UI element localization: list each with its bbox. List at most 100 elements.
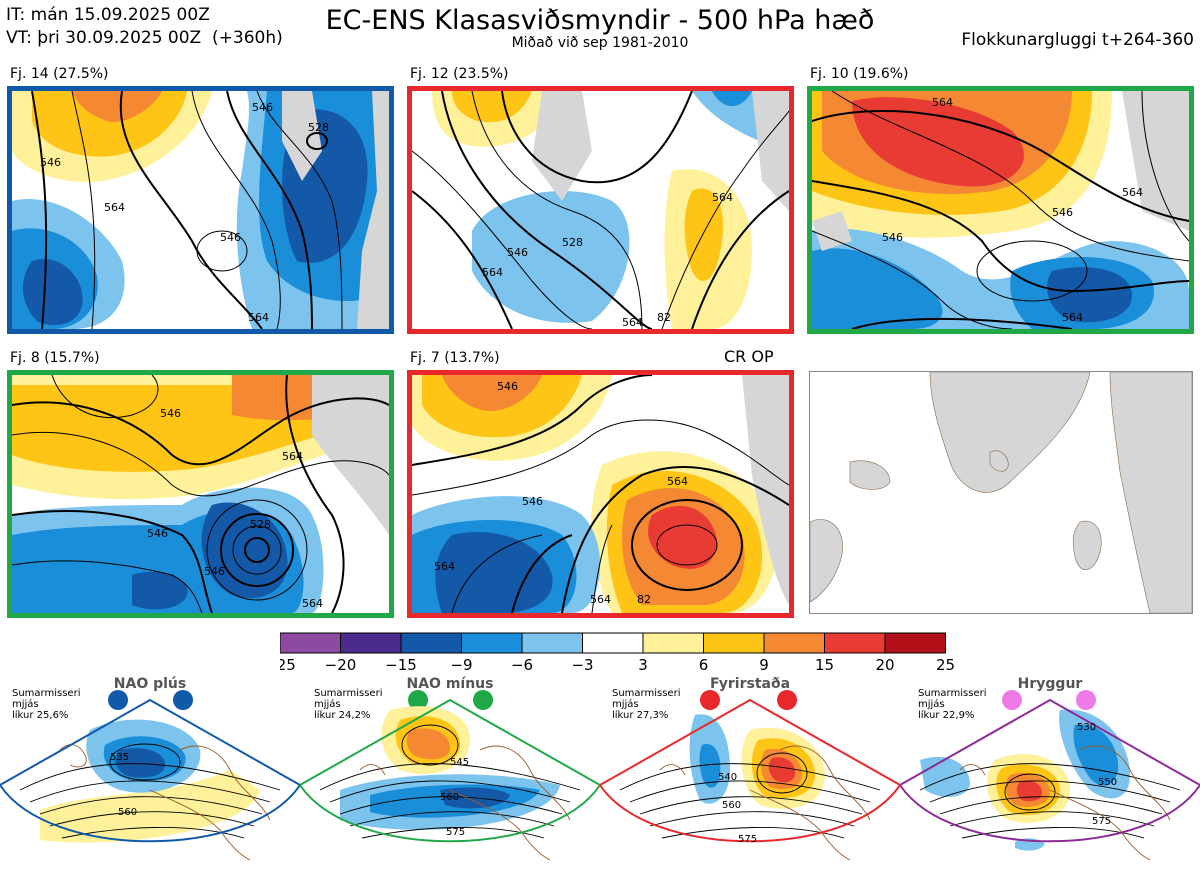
regime-dot [1076,690,1096,710]
contour-label: 546 [220,231,241,244]
contour-label: 564 [932,96,953,109]
regime-contour-label: 575 [1092,816,1111,827]
contour-label: 564 [482,266,503,279]
regime-contour-label: 535 [110,752,129,763]
colorbar-tick-label: 3 [638,656,648,674]
contour-label: 564 [1062,311,1083,324]
colorbar-swatch [340,632,402,654]
regime-contour-label: 550 [1098,777,1117,788]
valid-time: VT: þri 30.09.2025 00Z (+360h) [6,28,283,48]
regime-note-line: mjjás [314,699,341,710]
regime-title: Fyrirstaða [709,676,791,692]
contour-label: 564 [248,311,269,324]
regime-nao-minus: NAO mínus Sumarmisseri mjjás líkur 24,2%… [300,676,600,871]
panel-label-2: Fj. 12 (23.5%) [410,66,509,82]
regime-contour-label: 560 [118,807,137,818]
colorbar-tick-label: −6 [511,656,533,674]
regime-dot [173,690,193,710]
regime-note: Sumarmisseri mjjás líkur 24,2% [314,688,382,721]
contour-label: 546 [204,565,225,578]
regime-contour-label: 560 [440,792,459,803]
colorbar: −25 −20 −15 −9 −6 −3 3 6 9 15 20 25 [264,632,960,682]
regime-map: 540 560 575 [600,690,900,861]
regime-contour-label: 575 [738,834,757,845]
regime-note-line: Sumarmisseri [612,688,681,699]
contour-label: 564 [302,597,323,610]
contour-label: 528 [562,236,583,249]
cluster-map-5: 546 564 546 564 564 82 [407,370,794,618]
cluster-map-3-field: 564 546 564 564 546 [812,91,1189,329]
colorbar-tick-label: 25 [936,656,955,674]
regime-dot [473,690,493,710]
cluster-map-3: 564 546 564 564 546 [807,86,1194,334]
panel-label-3: Fj. 10 (19.6%) [810,66,909,82]
regime-blocking: Fyrirstaða Sumarmisseri mjjás líkur 27,3… [600,676,900,871]
contour-label: 546 [160,407,181,420]
regime-note-line: líkur 25,6% [12,710,69,721]
cluster-map-1-field: 546 564 546 528 564 546 [12,91,389,329]
panel-label-4: Fj. 8 (15.7%) [10,350,100,366]
colorbar-tick-label: −25 [280,656,296,674]
colorbar-tick-label: 20 [875,656,894,674]
regime-note: Sumarmisseri mjjás líkur 25,6% [12,688,80,721]
regime-contour-label: 545 [450,757,469,768]
contour-label: 546 [252,101,273,114]
init-time: IT: mán 15.09.2025 00Z [6,5,210,25]
regime-note-line: mjjás [612,699,639,710]
regime-title: Hryggur [1017,676,1083,692]
regime-map: 545 560 575 [300,690,600,861]
contour-label: 82 [657,311,671,324]
colorbar-swatch [461,632,523,654]
colorbar-tick-label: 15 [815,656,834,674]
colorbar-tick-label: −15 [385,656,417,674]
cr-op-label: CR OP [724,347,774,366]
colorbar-swatch [279,632,341,654]
colorbar-tick-label: 9 [759,656,769,674]
regime-note-line: Sumarmisseri [12,688,81,699]
regime-note-line: mjjás [918,699,945,710]
cluster-map-1: 546 564 546 528 564 546 [7,86,394,334]
cluster-map-2-field: 528 546 564 564 564 82 [412,91,789,329]
regime-map: 535 560 [0,690,300,861]
colorbar-swatch [884,632,946,654]
contour-label: 546 [147,527,168,540]
contour-label: 546 [40,156,61,169]
regime-dot [408,690,428,710]
regime-note: Sumarmisseri mjjás líkur 27,3% [612,688,680,721]
contour-label: 564 [104,201,125,214]
contour-label: 82 [637,593,651,606]
window-label: Flokkunargluggi t+264-360 [961,30,1194,50]
contour-label: 564 [590,593,611,606]
cluster-map-4: 546 564 546 528 546 564 [7,370,394,618]
regime-note: Sumarmisseri mjjás líkur 22,9% [918,688,986,721]
header-center: EC-ENS Klasasviðsmyndir - 500 hPa hæð Mi… [0,5,1200,51]
contour-label: 564 [1122,186,1143,199]
empty-map [809,371,1193,614]
contour-label: 546 [522,495,543,508]
regime-contour-label: 530 [1077,722,1096,733]
colorbar-svg: −25 −20 −15 −9 −6 −3 3 6 9 15 20 25 [264,632,955,674]
colorbar-tick-label: 6 [699,656,709,674]
panel-label-1: Fj. 14 (27.5%) [10,66,109,82]
colorbar-tick-label: −20 [325,656,357,674]
contour-label: 528 [308,121,329,134]
regime-note-line: Sumarmisseri [918,688,987,699]
contour-label: 546 [1052,206,1073,219]
regime-dot [1002,690,1022,710]
regime-title: NAO mínus [406,676,494,692]
colorbar-swatch [642,632,704,654]
regime-dot [777,690,797,710]
regime-note-line: líkur 22,9% [918,710,975,721]
colorbar-tick-label: −9 [450,656,472,674]
page-title: EC-ENS Klasasviðsmyndir - 500 hPa hæð [325,5,875,36]
page-subtitle: Miðað við sep 1981-2010 [511,35,689,51]
colorbar-swatch [582,632,644,654]
contour-label: 546 [507,246,528,259]
cluster-map-4-field: 546 564 546 528 546 564 [12,375,389,613]
header-left: IT: mán 15.09.2025 00Z VT: þri 30.09.202… [6,4,283,50]
colorbar-swatch [400,632,462,654]
panel-label-5: Fj. 7 (13.7%) [410,350,500,366]
contour-label: 564 [434,560,455,573]
regime-contour-label: 560 [722,800,741,811]
contour-label: 564 [712,191,733,204]
